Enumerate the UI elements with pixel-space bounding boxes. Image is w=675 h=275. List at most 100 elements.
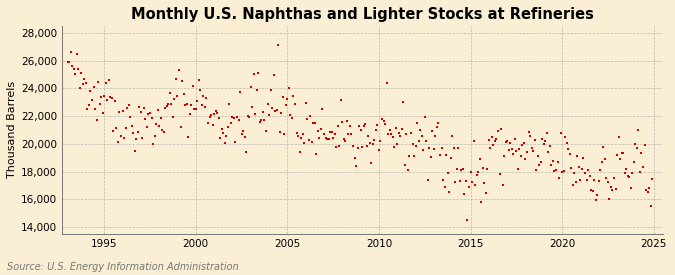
Point (552, 160, 563, 164)
Point (487, 135, 497, 139)
Point (314, 136, 325, 140)
Point (256, 118, 267, 122)
Point (610, 187, 621, 192)
Point (338, 137, 349, 141)
Point (252, 88, 263, 92)
Point (540, 138, 551, 143)
Point (103, 78, 114, 82)
Point (396, 127, 407, 131)
Point (355, 128, 366, 132)
Point (303, 138, 314, 142)
Point (372, 123, 383, 128)
Point (241, 149, 252, 154)
Point (99, 94, 109, 98)
Point (165, 91, 176, 95)
Point (126, 124, 137, 129)
Point (465, 169, 476, 174)
Point (546, 163, 557, 167)
Point (107, 96, 117, 100)
Point (599, 157, 610, 161)
Point (642, 190, 653, 194)
Point (196, 103, 207, 108)
Point (407, 142, 418, 147)
Point (229, 116, 240, 120)
Point (215, 136, 225, 140)
Point (475, 156, 485, 161)
Point (108, 129, 119, 133)
Point (506, 146, 517, 151)
Point (188, 84, 198, 89)
Point (586, 188, 597, 192)
Point (526, 146, 537, 150)
Point (406, 131, 416, 136)
Point (375, 139, 386, 143)
Point (63, 60, 74, 64)
Point (446, 155, 456, 160)
Point (601, 176, 612, 181)
Point (73, 67, 84, 72)
Point (566, 166, 576, 170)
Point (545, 144, 556, 148)
Point (207, 123, 218, 127)
Point (574, 165, 585, 169)
Point (186, 103, 196, 108)
Point (523, 130, 534, 134)
Point (313, 129, 323, 133)
Point (315, 126, 326, 131)
Point (120, 126, 131, 130)
Point (450, 180, 460, 184)
Point (293, 133, 304, 138)
Point (460, 179, 471, 184)
Point (348, 144, 358, 148)
Point (223, 125, 234, 130)
Point (413, 139, 424, 144)
Point (404, 154, 415, 158)
Point (416, 133, 427, 138)
Point (340, 139, 351, 143)
Point (113, 139, 124, 144)
Point (584, 173, 595, 178)
Point (342, 118, 352, 123)
Point (366, 161, 377, 165)
Point (392, 142, 403, 146)
Point (442, 170, 453, 175)
Point (609, 176, 620, 180)
Point (78, 82, 88, 86)
Point (468, 139, 479, 143)
Point (622, 174, 633, 178)
Point (541, 130, 552, 135)
Point (452, 167, 462, 171)
Point (101, 81, 111, 86)
Point (378, 119, 389, 123)
Point (636, 151, 647, 155)
Point (429, 147, 439, 152)
Point (160, 106, 171, 111)
Point (155, 116, 166, 120)
Point (424, 146, 435, 150)
Point (163, 102, 173, 106)
Point (305, 114, 316, 118)
Point (288, 94, 299, 98)
Point (387, 135, 398, 139)
Point (235, 89, 246, 94)
Point (323, 137, 334, 141)
Point (267, 106, 277, 111)
Point (443, 190, 454, 195)
Point (471, 172, 482, 177)
Point (130, 149, 140, 153)
Point (217, 127, 227, 131)
Point (209, 112, 219, 116)
Point (88, 85, 99, 89)
Point (462, 218, 473, 222)
Point (294, 149, 305, 154)
Point (436, 146, 447, 150)
Point (394, 131, 404, 136)
Point (533, 153, 543, 158)
Point (236, 131, 247, 136)
Point (384, 128, 395, 132)
Point (529, 138, 540, 142)
Point (131, 137, 142, 142)
Point (576, 167, 587, 172)
Point (317, 107, 328, 111)
Point (367, 142, 378, 146)
